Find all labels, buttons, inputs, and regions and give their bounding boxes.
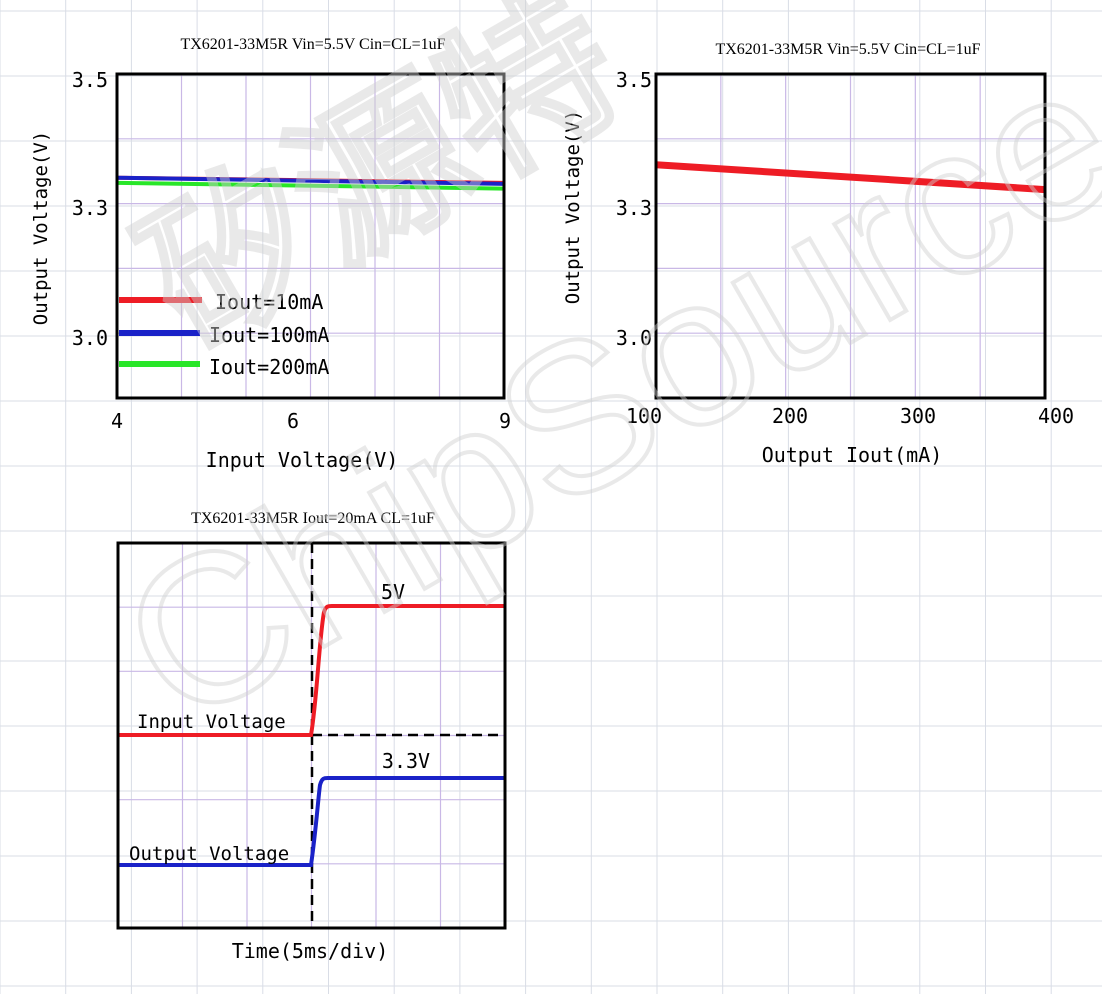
chart-output-vs-iout: TX6201-33M5R Vin=5.5V Cin=CL=1uF 3.5 3.3… [562, 41, 1074, 467]
chart1-y-axis-label: Output Voltage(V) [30, 131, 52, 325]
chart2-xtick-300: 300 [900, 404, 936, 428]
chart3-title: TX6201-33M5R Iout=20mA CL=1uF [191, 510, 435, 527]
chart1-x-ticks: 4 6 9 [111, 409, 511, 433]
chart2-title: TX6201-33M5R Vin=5.5V Cin=CL=1uF [715, 41, 980, 58]
chart1-legend: Iout=10mA Iout=100mA Iout=200mA [119, 290, 329, 379]
chart-output-vs-input-voltage: TX6201-33M5R Vin=5.5V Cin=CL=1uF 3.5 3.3… [30, 36, 511, 472]
series-line-output-voltage [118, 776, 505, 867]
input-voltage-label: Input Voltage [137, 711, 286, 733]
chart2-grid [656, 74, 1045, 398]
chart1-xtick-9: 9 [499, 409, 511, 433]
chart3-x-axis-label: Time(5ms/div) [232, 939, 389, 963]
chart1-series-group [116, 175, 505, 191]
chart1-grid [117, 74, 504, 398]
watermark: 矽源特 ChipSource [83, 0, 1102, 771]
chart1-xtick-4: 4 [111, 409, 123, 433]
chart1-y-ticks: 3.5 3.3 3.0 [72, 68, 108, 350]
chart2-xtick-200: 200 [772, 404, 808, 428]
chart2-xtick-100: 100 [626, 404, 662, 428]
chart1-ytick-3.3: 3.3 [72, 196, 108, 220]
chart1-xtick-6: 6 [287, 409, 299, 433]
chart2-x-axis-label: Output Iout(mA) [762, 443, 943, 467]
legend-label-iout-10ma: Iout=10mA [215, 290, 323, 314]
chart2-y-axis-label: Output Voltage(V) [562, 110, 584, 304]
series-line-output-voltage [655, 161, 1046, 194]
series-line-input-voltage [118, 604, 505, 737]
chart2-ytick-3.0: 3.0 [616, 326, 652, 350]
legend-label-iout-200ma: Iout=200mA [209, 355, 329, 379]
chart2-x-ticks: 100 200 300 400 [626, 404, 1074, 428]
series-line-iout-200ma [116, 180, 505, 191]
chart2-ytick-3.5: 3.5 [616, 68, 652, 92]
chart2-y-ticks: 3.5 3.3 3.0 [616, 68, 652, 350]
chart3-plot-frame [116, 541, 507, 930]
chart1-title: TX6201-33M5R Vin=5.5V Cin=CL=1uF [180, 36, 445, 53]
output-voltage-label: Output Voltage [129, 843, 289, 865]
chart2-plot-frame [654, 72, 1047, 400]
chart2-xtick-400: 400 [1038, 404, 1074, 428]
chart1-plot-frame [115, 72, 506, 400]
legend-label-iout-100ma: Iout=100mA [209, 323, 329, 347]
chart1-ytick-3.0: 3.0 [72, 326, 108, 350]
chart2-ytick-3.3: 3.3 [616, 196, 652, 220]
annotation-5v: 5V [381, 580, 405, 604]
series-line-iout-100ma [116, 175, 505, 186]
chart1-ytick-3.5: 3.5 [72, 68, 108, 92]
annotation-3.3v: 3.3V [382, 749, 430, 773]
chart1-x-axis-label: Input Voltage(V) [206, 448, 399, 472]
chart-line-transient: TX6201-33M5R Iout=20mA CL=1uF Input Volt… [116, 510, 507, 963]
